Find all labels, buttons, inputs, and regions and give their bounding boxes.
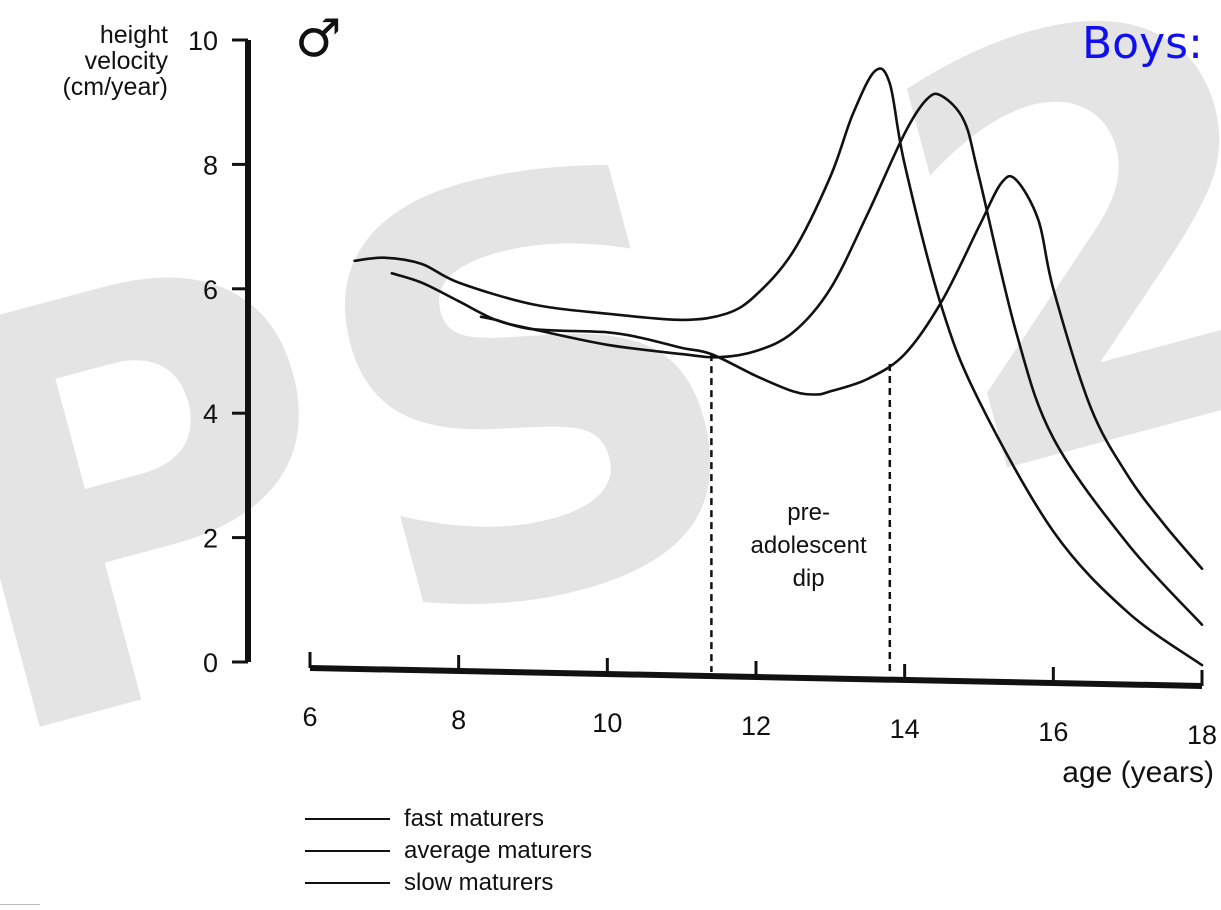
x-tick-label: 18 [1187, 720, 1217, 750]
series-line-fast-maturers [353, 67, 1204, 667]
x-tick-label: 10 [592, 708, 622, 738]
x-tick-label: 8 [451, 705, 466, 735]
dip-annotation-line: pre- [787, 499, 830, 526]
y-tick-label: 0 [203, 648, 218, 678]
y-axis-title-line-3: (cm/year) [62, 73, 168, 101]
y-tick-label: 8 [203, 150, 218, 180]
y-axis-title-line-1: height [99, 21, 168, 49]
legend-label-average: average maturers [404, 837, 593, 864]
legend-label-fast: fast maturers [404, 805, 545, 832]
corner-rule [0, 904, 40, 905]
y-axis-title-line-2: velocity [84, 47, 168, 75]
x-tick-label: 14 [890, 714, 920, 744]
male-symbol-icon: ♂ [295, 9, 342, 69]
legend-item-fast: fast maturers [305, 803, 592, 835]
y-tick-label: 2 [203, 524, 218, 554]
chart-legend: fast maturers average maturers slow matu… [305, 803, 592, 899]
x-tick-label: 12 [741, 711, 771, 741]
legend-item-average: average maturers [305, 835, 592, 867]
dip-annotation-line: adolescent [751, 532, 867, 559]
boys-heading: Boys: [1082, 18, 1203, 69]
y-tick-label: 10 [188, 26, 218, 56]
y-tick-label: 4 [203, 399, 218, 429]
legend-item-slow: slow maturers [305, 867, 592, 899]
legend-line-average [305, 850, 390, 852]
y-axis-title: height velocity (cm/year) [0, 22, 168, 100]
dip-annotation-line: dip [793, 565, 825, 592]
x-axis-title: age (years) [1062, 756, 1214, 789]
legend-line-fast [305, 818, 390, 820]
series-line-slow-maturers [479, 174, 1204, 570]
x-tick-label: 6 [302, 702, 317, 732]
y-tick-label: 6 [203, 275, 218, 305]
x-tick-label: 16 [1038, 717, 1068, 747]
legend-label-slow: slow maturers [404, 869, 554, 896]
legend-line-slow [305, 882, 390, 884]
